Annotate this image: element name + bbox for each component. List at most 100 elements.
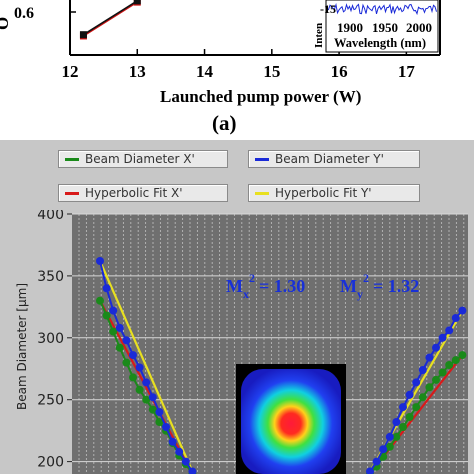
svg-text:Mx2= 1.30: Mx2 = 1.30 <box>226 271 305 301</box>
beam-point <box>168 437 177 446</box>
beam-point <box>102 284 111 293</box>
series-line-0 <box>83 1 138 37</box>
m2-annotation: Mx2 = 1.30 My2 = 1.32 <box>226 271 419 301</box>
inset-y-label: Inten <box>313 23 325 48</box>
beam-point <box>142 395 151 404</box>
legend-fit-y[interactable]: Hyperbolic Fit Y' <box>248 184 420 202</box>
beam-point <box>372 457 381 466</box>
beam-point <box>385 432 394 441</box>
beam-point <box>432 375 440 384</box>
beam-point <box>155 408 164 417</box>
legend-label: Hyperbolic Fit X' <box>85 186 183 200</box>
beam-point <box>102 311 111 320</box>
beam-point <box>122 336 131 345</box>
inset-spectrum-line <box>326 2 437 16</box>
y-tick-label: 0.6 <box>14 5 34 22</box>
beam-point <box>405 390 414 399</box>
x-axis-label: Launched pump power (W) <box>160 87 361 106</box>
legend-swatch <box>65 157 79 161</box>
beam-point <box>405 413 414 421</box>
beam-point <box>445 326 454 335</box>
y-tick-label: 250 <box>37 393 64 409</box>
beam-point <box>392 432 401 441</box>
beam-point <box>399 423 407 431</box>
beam-point <box>392 418 401 426</box>
beam-point <box>385 442 394 451</box>
legend-swatch <box>65 191 79 195</box>
inset-x-tick-3: 2000 <box>406 20 432 35</box>
series-line-1 <box>83 0 138 36</box>
beam-point <box>445 361 454 369</box>
beam-point <box>109 306 118 315</box>
mx-subscript: x <box>243 287 249 301</box>
y-tick-label: 400 <box>37 210 64 223</box>
x-tick-label: 17 <box>398 62 416 81</box>
my-symbol: M <box>340 276 357 296</box>
beam-point <box>366 467 374 474</box>
beam-point <box>458 306 467 315</box>
svg-text:My2= 1.32: My2 = 1.32 <box>340 271 419 301</box>
legend-label: Beam Diameter Y' <box>275 152 384 166</box>
beam-profiler-panel: Beam Diameter X' Beam Diameter Y' Hyperb… <box>0 140 474 474</box>
legend-beam-y[interactable]: Beam Diameter Y' <box>248 150 420 168</box>
beam-point <box>399 403 407 412</box>
legend-beam-x[interactable]: Beam Diameter X' <box>58 150 228 168</box>
legend-fit-x[interactable]: Hyperbolic Fit X' <box>58 184 228 202</box>
beam-point <box>109 327 118 336</box>
beam-point <box>412 403 421 412</box>
beam-diameter-chart: 400 350 300 250 200 Beam Diameter [µm] <box>15 210 468 474</box>
x-tick-label: 12 <box>62 62 79 81</box>
mx-symbol: M <box>226 276 243 296</box>
inset-spectrum: Inten -15 1900 1950 2000 Wavelength (nm) <box>313 0 439 53</box>
beam-point <box>135 385 144 394</box>
my-value: = 1.32 <box>373 276 419 296</box>
series-point <box>133 0 141 5</box>
legend-swatch <box>255 157 269 161</box>
beam-point <box>162 423 170 431</box>
x-tick-label: 14 <box>196 62 214 81</box>
beam-point <box>148 405 157 414</box>
inset-x-tick-2: 1950 <box>372 20 398 35</box>
beam-point <box>188 467 197 474</box>
beam-point <box>155 418 164 426</box>
beam-point <box>122 358 131 367</box>
x-tick-label: 15 <box>263 62 280 81</box>
legend-label: Beam Diameter X' <box>85 152 195 166</box>
beam-point <box>425 383 434 392</box>
beam-point <box>129 373 137 382</box>
pump-power-chart: O 0.6 12 13 14 15 16 17 Inten -15 1900 1950 2… <box>0 0 441 135</box>
y-tick-label: 350 <box>37 269 64 285</box>
beam-point <box>458 351 467 360</box>
beam-point <box>135 363 144 372</box>
y-axis-label: O <box>0 17 12 30</box>
beam-point <box>418 393 427 402</box>
beam-y-axis-label: Beam Diameter [µm] <box>15 283 29 410</box>
beam-point <box>418 366 427 374</box>
legend-label: Hyperbolic Fit Y' <box>275 186 372 200</box>
beam-profile-image <box>236 364 346 474</box>
inset-y-tick: -15 <box>320 2 336 16</box>
x-tick-label: 16 <box>331 62 348 81</box>
beam-point <box>96 296 104 305</box>
beam-point <box>115 343 124 352</box>
y-tick-label: 300 <box>37 331 64 347</box>
series-point <box>79 31 87 39</box>
x-tick-label: 13 <box>129 62 146 81</box>
fit-y-left <box>98 260 194 472</box>
beam-point <box>129 351 137 360</box>
beam-spot <box>241 369 341 474</box>
beam-point <box>438 333 447 342</box>
beam-point <box>175 447 184 456</box>
beam-point <box>412 378 421 387</box>
top-chart-area: O 0.6 12 13 14 15 16 17 Inten -15 1900 1950 2… <box>0 0 474 140</box>
inset-x-label: Wavelength (nm) <box>334 36 426 50</box>
beam-point <box>425 353 434 362</box>
y-tick-label: 200 <box>37 455 64 471</box>
beam-point <box>181 457 190 466</box>
beam-point <box>148 393 157 402</box>
mx-superscript: 2 <box>249 271 255 285</box>
beam-point <box>96 257 104 265</box>
my-subscript: y <box>357 287 363 301</box>
mx-value: = 1.30 <box>259 276 305 296</box>
my-superscript: 2 <box>363 271 369 285</box>
